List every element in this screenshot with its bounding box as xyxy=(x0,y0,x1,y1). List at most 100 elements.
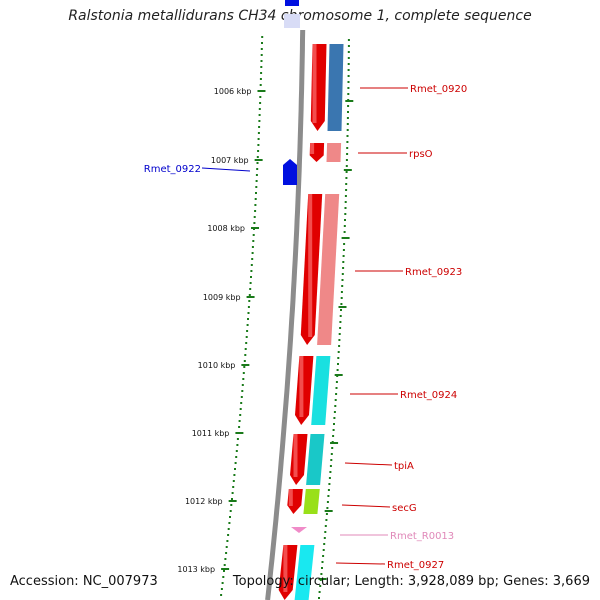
gc-dot xyxy=(343,225,346,227)
gc-dot xyxy=(255,192,257,194)
tick-label: 1011 kbp xyxy=(192,429,230,438)
gene-label: tpiA xyxy=(394,461,414,472)
gc-dot xyxy=(261,42,263,44)
gc-dot xyxy=(337,351,340,353)
gc-dot xyxy=(243,366,246,368)
gene-label: Rmet_0920 xyxy=(410,84,467,95)
gc-dot xyxy=(331,447,334,449)
gc-dot xyxy=(254,210,257,212)
leader-line xyxy=(201,167,251,172)
gc-dot xyxy=(336,369,339,371)
gc-dot xyxy=(345,171,348,173)
gc-dot xyxy=(333,411,336,413)
tick-label: 1007 kbp xyxy=(211,156,249,165)
gc-dot xyxy=(231,492,234,494)
gc-dot xyxy=(250,264,253,266)
gc-dot xyxy=(346,117,349,119)
gc-dot xyxy=(258,126,261,128)
accession-text: Accession: NC_007973 xyxy=(10,574,158,589)
gc-dot xyxy=(327,489,330,491)
tick-label: 1009 kbp xyxy=(203,293,241,302)
gc-dot xyxy=(241,384,244,386)
gc-dot xyxy=(334,405,337,407)
topology-text: Topology: circular; Length: 3,928,089 bp… xyxy=(232,574,590,589)
gc-dot xyxy=(339,315,342,317)
gc-dot xyxy=(318,591,321,593)
category-bar xyxy=(294,545,315,600)
gc-dot xyxy=(226,540,229,542)
gc-dot xyxy=(238,426,241,428)
gene-label: Rmet_R0013 xyxy=(390,531,454,542)
gene-label: rpsO xyxy=(409,149,433,160)
gene-features xyxy=(278,44,344,600)
gc-dot xyxy=(330,453,333,455)
gc-dot xyxy=(253,222,256,224)
gc-dot xyxy=(223,564,226,566)
cds-highlight xyxy=(288,489,293,506)
gc-dot xyxy=(248,300,251,302)
gc-dot xyxy=(250,270,253,272)
gc-dot xyxy=(342,267,345,269)
gc-dot xyxy=(346,141,349,143)
gc-dot xyxy=(243,360,246,362)
cds-arrow xyxy=(295,356,314,425)
gc-dot xyxy=(233,474,236,476)
gc-dot xyxy=(337,363,339,365)
gc-dot xyxy=(344,219,346,221)
gc-dot xyxy=(340,297,343,299)
reverse-gene-arrow xyxy=(283,159,297,185)
cds-highlight xyxy=(312,44,317,123)
gc-dot xyxy=(260,66,263,68)
gc-dot xyxy=(232,486,235,488)
gc-dot xyxy=(255,180,258,182)
gc-dot xyxy=(257,132,260,134)
cds-highlight xyxy=(293,434,298,477)
gc-dot xyxy=(333,423,335,425)
gene-label: secG xyxy=(392,503,417,514)
gc-dot xyxy=(332,435,335,437)
gc-dot xyxy=(236,444,239,446)
cds-highlight xyxy=(310,143,315,154)
gc-dot xyxy=(332,429,335,431)
gc-dot xyxy=(231,498,233,500)
gc-dot xyxy=(344,195,347,197)
gc-dot xyxy=(321,567,323,569)
gc-dot xyxy=(345,159,348,161)
gc-dot xyxy=(260,60,263,62)
gc-dot xyxy=(344,201,347,203)
chromosome-backbone xyxy=(265,0,306,600)
gc-dot xyxy=(346,147,349,149)
gc-dot xyxy=(256,156,259,158)
gc-dot xyxy=(249,282,252,284)
top-feature-shadow xyxy=(284,14,300,28)
gc-dot xyxy=(342,261,345,263)
gc-dot xyxy=(341,279,344,281)
gc-dot xyxy=(341,285,344,287)
gc-dot xyxy=(328,477,331,479)
gc-dot xyxy=(236,438,239,440)
gc-dot xyxy=(323,543,326,545)
gc-dot xyxy=(344,213,347,215)
gc-dot xyxy=(258,108,261,110)
gc-dot xyxy=(221,582,224,584)
gc-dot xyxy=(345,165,348,167)
gc-dot xyxy=(240,396,243,398)
gc-dot xyxy=(254,204,257,206)
gc-dot xyxy=(234,468,236,470)
gene-label: Rmet_0924 xyxy=(400,390,457,401)
gc-dot xyxy=(321,561,324,563)
gc-dot xyxy=(244,348,247,350)
gc-dot xyxy=(337,357,340,359)
gc-dot xyxy=(228,522,231,524)
gc-dot xyxy=(249,288,252,290)
gc-dot xyxy=(220,588,223,590)
gc-dot xyxy=(340,309,342,311)
gc-dot xyxy=(259,102,262,104)
gc-dot xyxy=(347,51,350,53)
gc-dot xyxy=(229,516,231,518)
gc-dot xyxy=(224,558,227,560)
gc-dot xyxy=(346,129,349,131)
gc-dot xyxy=(347,87,350,89)
gene-labels: Rmet_0920 rpsO Rmet_0922 Rmet_0923 Rmet_0924… xyxy=(144,84,467,571)
